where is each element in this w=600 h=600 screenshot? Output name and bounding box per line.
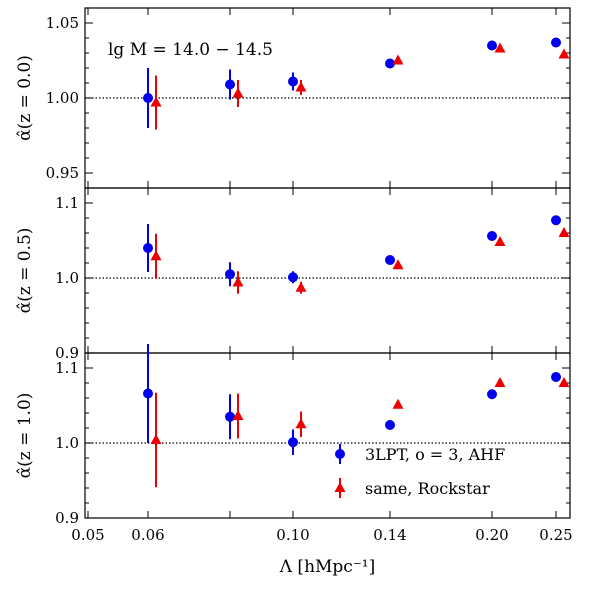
data-point-ahf (487, 40, 497, 51)
y-tick-label: 1.1 (55, 194, 79, 212)
data-point-ahf (385, 58, 395, 69)
data-point-ahf (225, 411, 235, 422)
data-point-ahf (143, 93, 153, 103)
data-point-ahf (551, 372, 561, 382)
data-point-rockstar (558, 48, 570, 59)
legend-label-rockstar: same, Rockstar (365, 479, 490, 498)
data-point-ahf (551, 215, 561, 226)
data-point-ahf (143, 388, 153, 399)
y-tick-label: 1.1 (55, 359, 79, 377)
y-tick-label: 1.0 (55, 269, 79, 287)
data-point-ahf (288, 76, 298, 87)
data-point-ahf (487, 389, 497, 400)
data-point-ahf (225, 269, 235, 280)
data-point-rockstar (494, 42, 506, 53)
legend: 3LPT, o = 3, AHF same, Rockstar (334, 444, 505, 498)
data-point-rockstar (494, 236, 506, 246)
data-point-rockstar (232, 87, 244, 98)
x-tick-label: 0.20 (475, 526, 508, 544)
y-tick-label: 1.0 (55, 434, 79, 452)
panel-frame (84, 352, 571, 519)
data-point-ahf (288, 272, 298, 283)
x-tick-label: 0.10 (276, 526, 309, 544)
mass-range-annotation: lg M = 14.0 − 14.5 (108, 40, 273, 60)
x-tick-label: 0.25 (539, 526, 572, 544)
plot-area: 0.951.001.050.91.01.10.91.01.10.05 0.06 0.… (46, 7, 573, 544)
y-tick-label: 0.95 (46, 164, 79, 182)
data-point-ahf (288, 437, 298, 448)
data-point-rockstar (392, 54, 404, 65)
data-point-rockstar (558, 377, 570, 387)
x-tick-label: 0.06 (131, 526, 164, 544)
data-point-rockstar (232, 410, 244, 420)
data-point-ahf (225, 79, 235, 90)
data-point-rockstar (295, 418, 307, 429)
x-tick-label: 0.14 (373, 526, 406, 544)
data-point-rockstar (392, 398, 404, 409)
data-point-rockstar (494, 377, 506, 387)
panel-frame (84, 187, 571, 354)
x-axis-label: Λ [hMpc⁻¹] (279, 557, 376, 577)
data-point-rockstar (295, 81, 307, 92)
y-tick-label: 0.9 (55, 344, 79, 362)
y-axis-label-z1: α̂(z = 1.0) (15, 393, 35, 479)
data-point-rockstar (232, 276, 244, 287)
data-point-rockstar (150, 96, 162, 107)
data-point-ahf (143, 243, 153, 253)
y-axis-label-z0: α̂(z = 0.0) (15, 55, 35, 141)
data-point-rockstar (150, 250, 162, 261)
y-axis-label-z05: α̂(z = 0.5) (15, 228, 35, 314)
data-point-ahf (385, 255, 395, 265)
legend-label-ahf: 3LPT, o = 3, AHF (365, 445, 505, 464)
x-tick-label: 0.05 (71, 526, 104, 544)
data-point-ahf (385, 420, 395, 430)
data-point-rockstar (392, 259, 404, 270)
data-point-rockstar (295, 281, 307, 292)
y-tick-label: 1.00 (46, 89, 79, 107)
data-point-ahf (551, 37, 561, 48)
y-tick-label: 0.9 (55, 509, 79, 527)
data-point-rockstar (150, 434, 162, 444)
legend-marker-ahf (335, 449, 345, 459)
data-point-ahf (487, 231, 497, 241)
legend-marker-rockstar (334, 482, 346, 492)
data-point-rockstar (558, 227, 570, 237)
y-tick-label: 1.05 (46, 14, 79, 32)
